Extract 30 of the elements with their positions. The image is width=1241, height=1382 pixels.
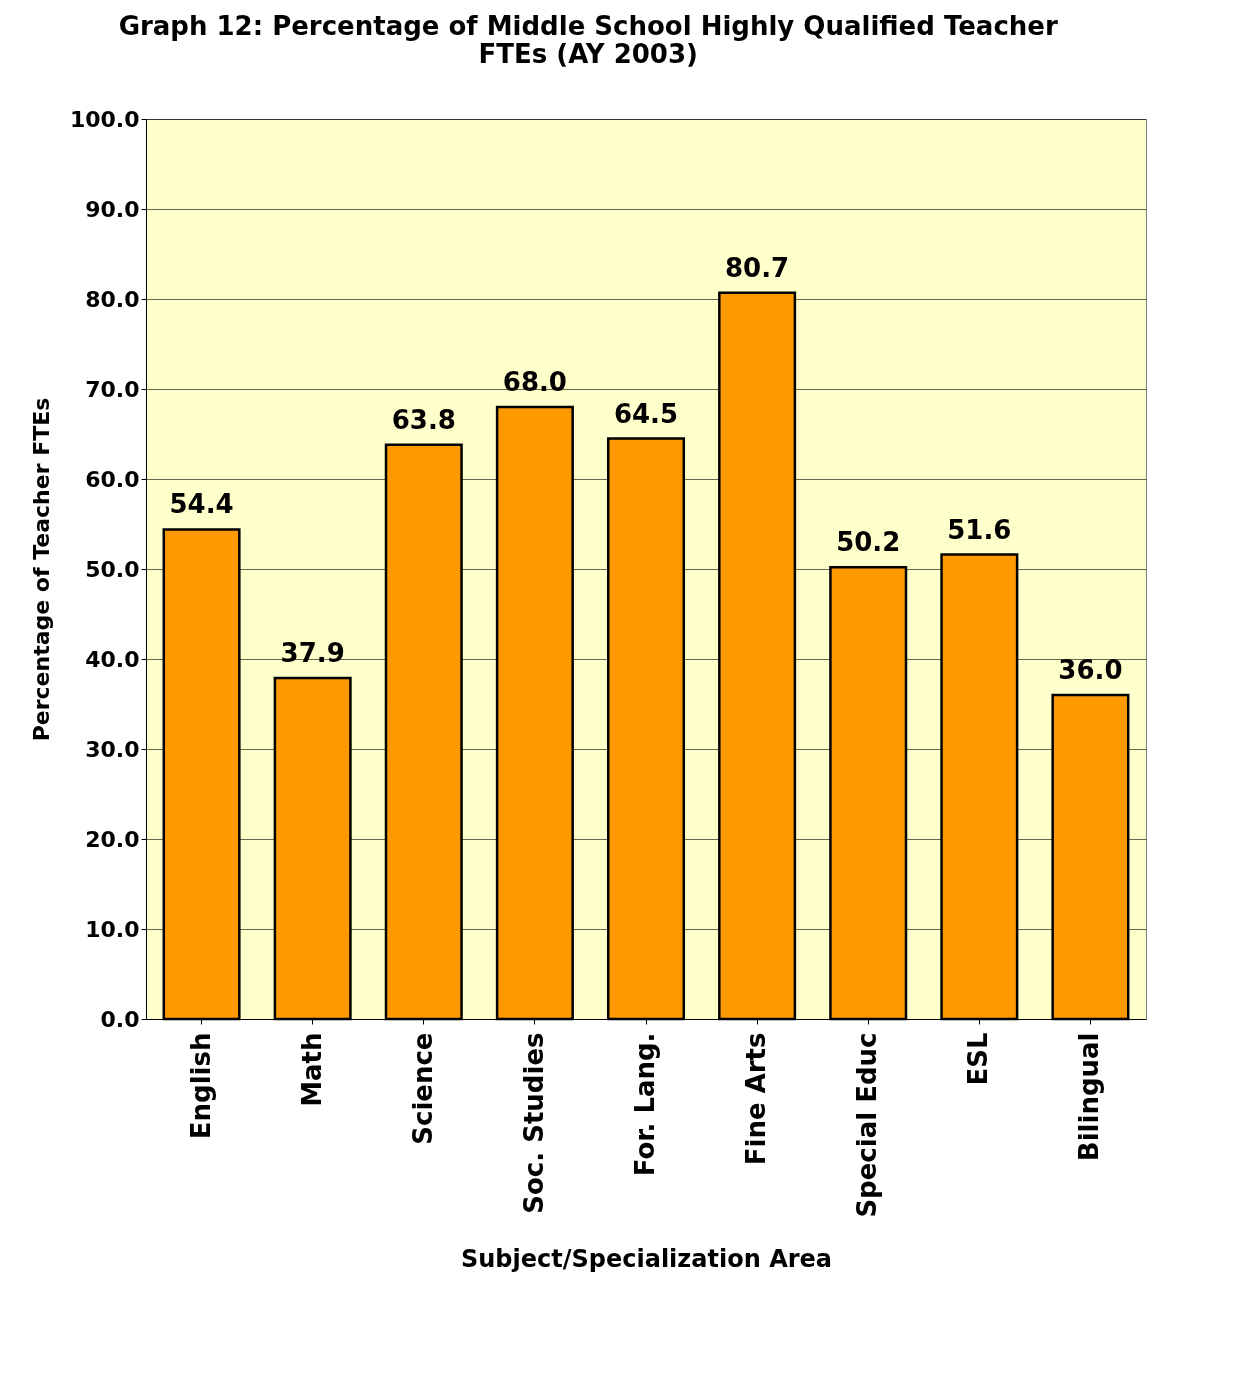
x-tick-label: Math xyxy=(296,1032,327,1107)
x-axis-title: Subject/Specialization Area xyxy=(460,1244,833,1273)
data-label: 51.6 xyxy=(947,514,1012,545)
y-tick-label: 90.0 xyxy=(85,196,140,222)
data-label: 50.2 xyxy=(836,527,901,558)
y-tick-label: 80.0 xyxy=(85,286,140,312)
x-tick-label: Special Educ xyxy=(852,1032,883,1218)
data-label: 63.8 xyxy=(391,404,456,435)
y-tick-label: 60.0 xyxy=(85,466,140,492)
x-tick-label: For. Lang. xyxy=(630,1032,660,1177)
x-tick-label: Science xyxy=(407,1032,438,1145)
data-label: 64.5 xyxy=(613,398,679,429)
x-tick-label: English xyxy=(185,1032,216,1140)
x-tick-label: Bilingual xyxy=(1074,1032,1105,1162)
x-tick-label: Soc. Studies xyxy=(518,1032,549,1214)
y-tick-label: 40.0 xyxy=(85,646,140,672)
data-label: 36.0 xyxy=(1058,655,1123,685)
x-tick-label: Fine Arts xyxy=(741,1032,772,1166)
y-tick-label: 30.0 xyxy=(85,736,140,762)
x-tick-label: ESL xyxy=(963,1032,994,1086)
y-tick-label: 0.0 xyxy=(100,1006,140,1032)
y-axis-title: Percentage of Teacher FTEs xyxy=(28,397,54,742)
y-tick-label: 20.0 xyxy=(85,826,140,852)
y-tick-label: 50.0 xyxy=(85,556,140,582)
chart-title: Graph 12: Percentage of Middle School Highly Qualified Teacher FTEs (AY 2003) xyxy=(118,11,1058,69)
y-tick-label: 70.0 xyxy=(85,376,140,402)
y-tick-label: 10.0 xyxy=(85,916,140,942)
y-tick-label: 100.0 xyxy=(69,106,140,132)
data-label: 80.7 xyxy=(725,252,790,283)
data-label: 54.4 xyxy=(169,489,234,520)
